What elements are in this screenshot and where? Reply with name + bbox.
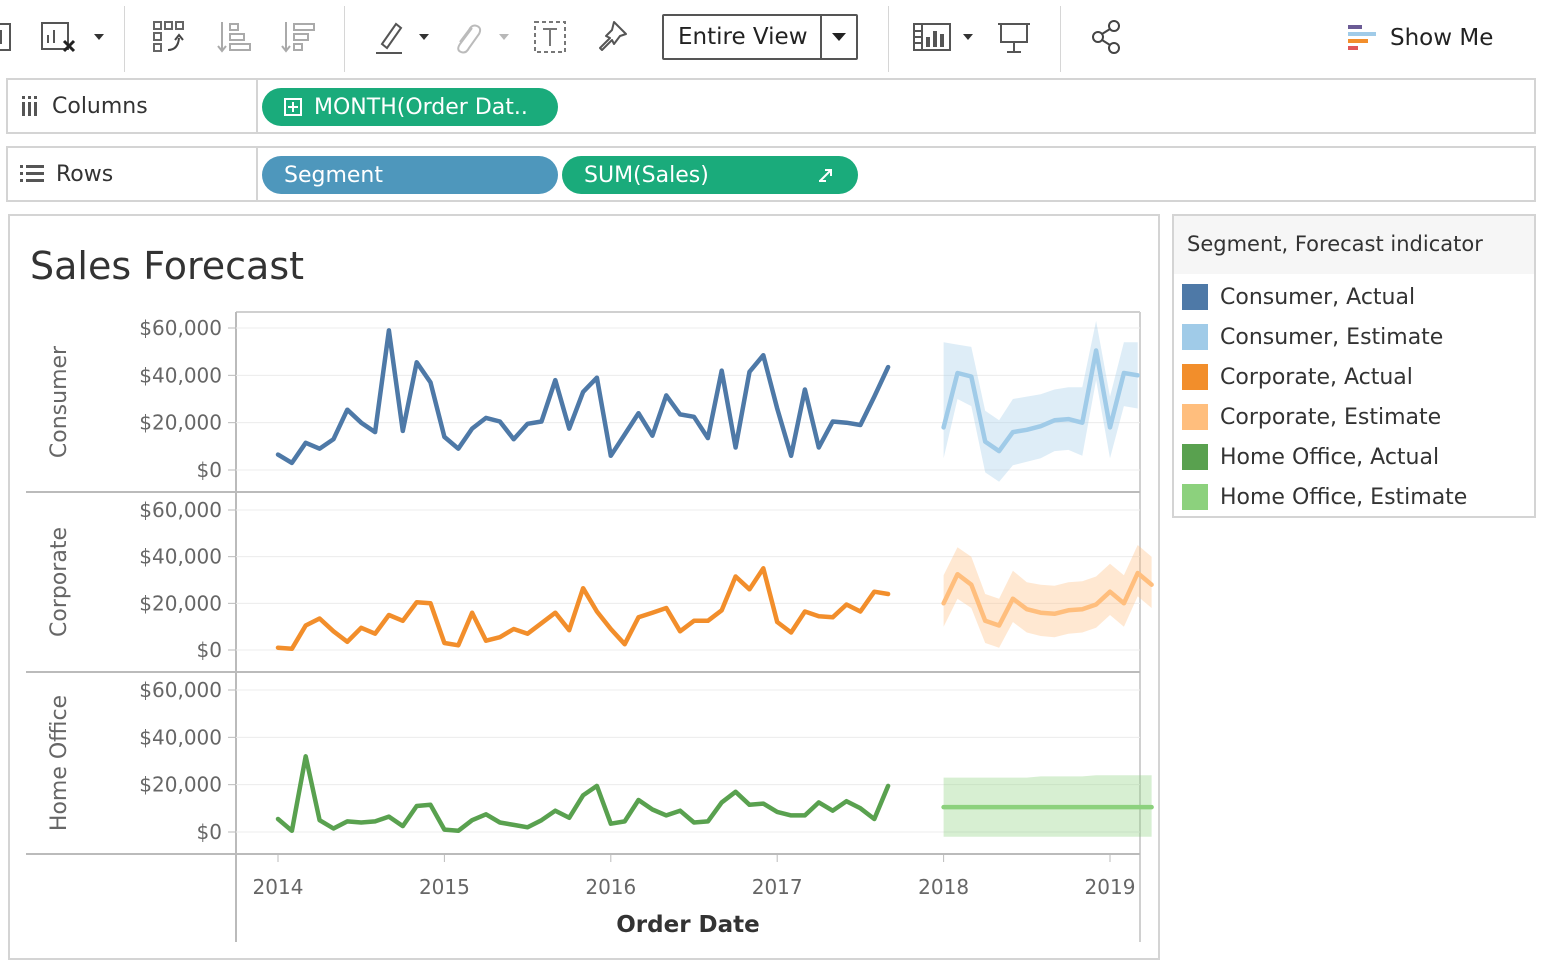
x-tick-label: 2019 <box>1085 875 1136 899</box>
legend-swatch <box>1182 404 1208 430</box>
highlight-dropdown[interactable] <box>414 14 434 60</box>
legend-item[interactable]: Consumer, Estimate <box>1182 321 1443 353</box>
legend-item-label: Corporate, Actual <box>1220 364 1413 390</box>
fit-view-select[interactable]: Entire View <box>662 14 858 60</box>
y-tick-label: $40,000 <box>139 725 222 749</box>
x-tick-label: 2016 <box>585 875 636 899</box>
chart-frame <box>26 311 1141 942</box>
legend-item[interactable]: Consumer, Actual <box>1182 281 1415 313</box>
x-tick-label: 2014 <box>253 875 304 899</box>
toolbar: Entire View Show Me <box>0 0 1546 78</box>
new-worksheet-icon[interactable] <box>0 14 20 60</box>
sort-ascending-icon[interactable] <box>212 14 256 60</box>
columns-shelf-header: Columns <box>8 80 258 132</box>
estimate-line-consumer <box>941 348 1140 454</box>
toolbar-separator <box>1060 6 1061 72</box>
forecast-indicator-icon <box>819 169 832 182</box>
forecast-band-consumer <box>943 320 1138 482</box>
y-tick-label: $40,000 <box>139 545 222 569</box>
sheet-title: Sales Forecast <box>30 244 305 288</box>
fix-axes-icon[interactable] <box>592 14 632 60</box>
y-tick-label: $60,000 <box>139 316 222 340</box>
actual-line-consumer <box>275 328 891 466</box>
legend-item-label: Consumer, Estimate <box>1220 324 1444 350</box>
show-cards-icon[interactable] <box>910 14 954 60</box>
axis-labels: $60,000 $40,000 $20,000 $0 Consumer $60,000 $4… <box>47 316 1135 938</box>
actual-line-home-office <box>275 754 891 834</box>
group-members-icon[interactable] <box>446 14 486 60</box>
rows-icon <box>20 165 44 182</box>
legend-item-label: Home Office, Estimate <box>1220 484 1468 510</box>
x-tick-label: 2017 <box>752 875 803 899</box>
x-tick-label: 2018 <box>918 875 969 899</box>
highlight-icon[interactable] <box>370 14 410 60</box>
y-tick-label: $0 <box>197 638 222 662</box>
rows-pill-sum-sales[interactable]: SUM(Sales) <box>562 156 858 194</box>
toolbar-separator <box>888 6 889 72</box>
x-tick-label: 2015 <box>419 875 470 899</box>
presentation-mode-icon[interactable] <box>994 14 1034 60</box>
rows-label: Rows <box>56 161 114 187</box>
legend-item[interactable]: Home Office, Estimate <box>1182 481 1467 513</box>
y-tick-label: $60,000 <box>139 678 222 702</box>
worksheet-view: Sales Forecast $60,000 $40,000 $20,000 $0 Co… <box>8 214 1160 960</box>
legend-item-label: Consumer, Actual <box>1220 284 1416 310</box>
row-header-home-office: Home Office <box>47 695 72 831</box>
show-me-icon <box>1348 25 1376 50</box>
columns-icon <box>22 96 37 116</box>
legend-swatch <box>1182 284 1208 310</box>
fit-view-value: Entire View <box>678 24 808 50</box>
y-tick-label: $40,000 <box>139 363 222 387</box>
share-icon[interactable] <box>1086 14 1126 60</box>
show-me-button[interactable]: Show Me <box>1346 18 1493 58</box>
row-header-corporate: Corporate <box>47 527 72 637</box>
columns-pill-month-order-date[interactable]: MONTH(Order Dat.. <box>262 88 558 126</box>
group-members-dropdown[interactable] <box>494 14 514 60</box>
legend-swatch <box>1182 444 1208 470</box>
x-axis-title: Order Date <box>616 912 760 938</box>
y-tick-label: $20,000 <box>139 773 222 797</box>
rows-pill-segment-label: Segment <box>284 162 383 188</box>
legend-item-label: Home Office, Actual <box>1220 444 1440 470</box>
actual-line-corporate <box>275 566 891 652</box>
chevron-down-icon <box>832 33 846 41</box>
legend-item[interactable]: Corporate, Actual <box>1182 361 1413 393</box>
color-legend: Segment, Forecast indicator Consumer, Ac… <box>1172 214 1536 518</box>
y-tick-label: $0 <box>197 458 222 482</box>
show-mark-labels-icon[interactable] <box>530 14 570 60</box>
rows-pill-segment[interactable]: Segment <box>262 156 558 194</box>
rows-shelf[interactable]: Rows Segment SUM(Sales) <box>6 146 1536 202</box>
y-tick-label: $20,000 <box>139 591 222 615</box>
series-lines <box>275 328 1154 834</box>
expand-plus-icon[interactable] <box>284 98 302 116</box>
sales-forecast-chart[interactable]: $60,000 $40,000 $20,000 $0 Consumer $60,000 $4… <box>10 216 1158 958</box>
show-me-label: Show Me <box>1390 25 1494 51</box>
sort-descending-icon[interactable] <box>276 14 320 60</box>
legend-item-label: Corporate, Estimate <box>1220 404 1442 430</box>
rows-pill-sum-sales-label: SUM(Sales) <box>584 162 709 188</box>
swap-rows-columns-icon[interactable] <box>146 14 190 60</box>
toolbar-separator <box>344 6 345 72</box>
y-tick-label: $20,000 <box>139 411 222 435</box>
clear-sheet-dropdown[interactable] <box>88 14 110 60</box>
legend-item[interactable]: Home Office, Actual <box>1182 441 1439 473</box>
chart-gridlines <box>228 327 1140 862</box>
estimate-line-corporate <box>941 570 1154 628</box>
legend-swatch <box>1182 484 1208 510</box>
legend-swatch <box>1182 324 1208 350</box>
rows-shelf-header: Rows <box>8 148 258 200</box>
columns-shelf[interactable]: Columns MONTH(Order Dat.. <box>6 78 1536 134</box>
y-tick-label: $60,000 <box>139 498 222 522</box>
legend-title: Segment, Forecast indicator <box>1174 216 1534 274</box>
legend-item[interactable]: Corporate, Estimate <box>1182 401 1441 433</box>
legend-swatch <box>1182 364 1208 390</box>
columns-pill-label: MONTH(Order Dat.. <box>314 94 528 120</box>
show-cards-dropdown[interactable] <box>958 14 978 60</box>
toolbar-separator <box>124 6 125 72</box>
fit-view-dropdown-button[interactable] <box>820 16 856 58</box>
y-tick-label: $0 <box>197 820 222 844</box>
row-header-consumer: Consumer <box>47 345 72 458</box>
clear-sheet-icon[interactable] <box>36 14 80 60</box>
columns-label: Columns <box>52 93 148 119</box>
